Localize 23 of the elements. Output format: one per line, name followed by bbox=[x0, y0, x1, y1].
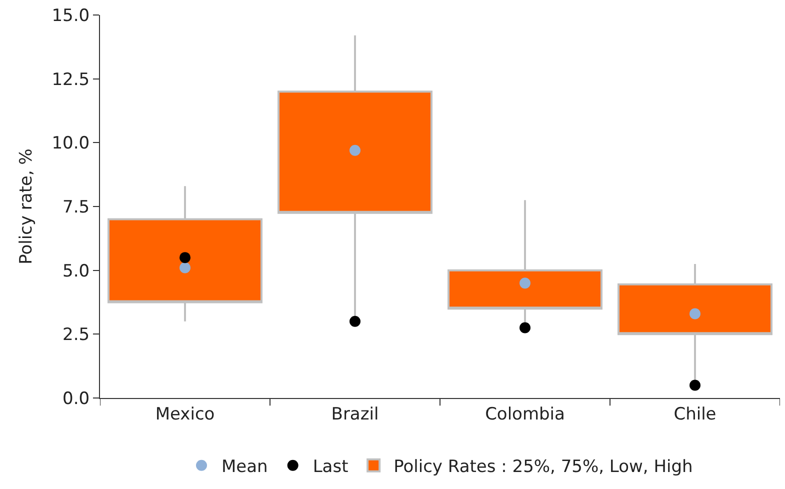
point bbox=[180, 262, 190, 274]
y-tick-label: 12.5 bbox=[52, 70, 90, 90]
x-tick-label: Brazil bbox=[331, 404, 379, 424]
point bbox=[690, 380, 700, 391]
point bbox=[350, 144, 360, 156]
x-tick-label: Chile bbox=[674, 404, 716, 424]
point bbox=[520, 322, 530, 334]
y-tick-label: 7.5 bbox=[62, 197, 90, 218]
point bbox=[520, 278, 530, 289]
y-tick-label: 2.5 bbox=[62, 325, 90, 346]
y-tick-label: 0.0 bbox=[62, 388, 90, 409]
legend-label: Last bbox=[312, 456, 349, 477]
x-tick-label: Colombia bbox=[485, 404, 565, 424]
y-tick-label: 5.0 bbox=[62, 261, 90, 282]
y-axis-title: Policy rate, % bbox=[16, 148, 36, 264]
legend-label: Mean bbox=[222, 456, 268, 477]
legend-label: Policy Rates : 25%, 75%, Low, High bbox=[394, 456, 693, 477]
x-tick-label: Mexico bbox=[155, 404, 215, 424]
point bbox=[180, 252, 190, 264]
y-tick-label: 15.0 bbox=[52, 6, 90, 26]
point bbox=[690, 308, 700, 320]
point bbox=[350, 316, 360, 327]
y-tick-label: 10.0 bbox=[52, 134, 90, 154]
